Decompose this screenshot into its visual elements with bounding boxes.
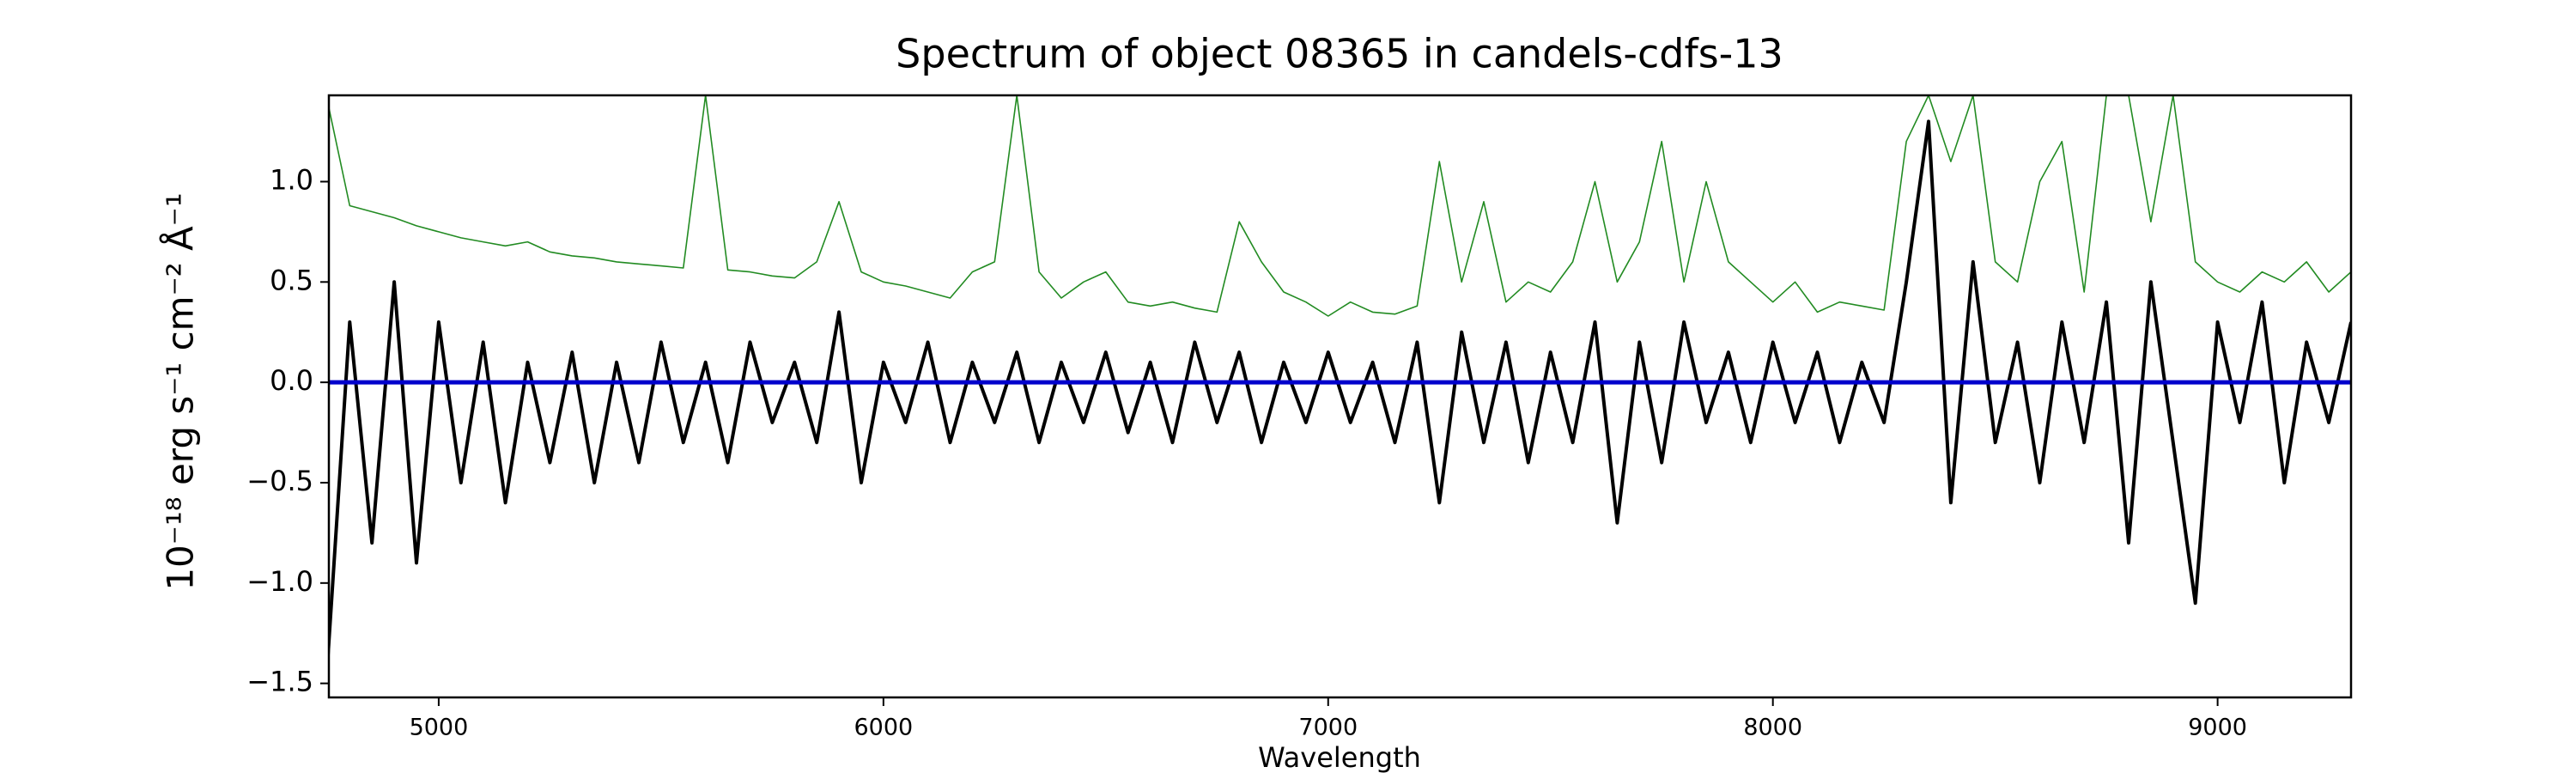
chart-title: Spectrum of object 08365 in candels-cdfs…	[896, 31, 1783, 77]
y-axis-label: 10⁻¹⁸ erg s⁻¹ cm⁻² Å⁻¹	[159, 192, 202, 590]
y-tick-label: 0.0	[270, 364, 313, 397]
series-line	[329, 119, 2351, 664]
plot-area	[329, 95, 2351, 664]
plot-frame	[327, 94, 2353, 699]
x-axis-label: Wavelength	[1258, 741, 1421, 773]
y-tick-label: 0.5	[270, 264, 313, 296]
y-tick-label: −1.5	[246, 666, 313, 698]
y-tick-label: −0.5	[246, 465, 313, 497]
series-line	[329, 95, 2351, 317]
x-tick-label: 9000	[2188, 715, 2247, 741]
y-tick-label: 1.0	[270, 163, 313, 196]
x-tick-label: 8000	[1743, 715, 1802, 741]
x-tick-label: 7000	[1298, 715, 1358, 741]
y-tick-label: −1.0	[246, 565, 313, 598]
x-tick-label: 5000	[410, 715, 469, 741]
x-tick-label: 6000	[854, 715, 913, 741]
